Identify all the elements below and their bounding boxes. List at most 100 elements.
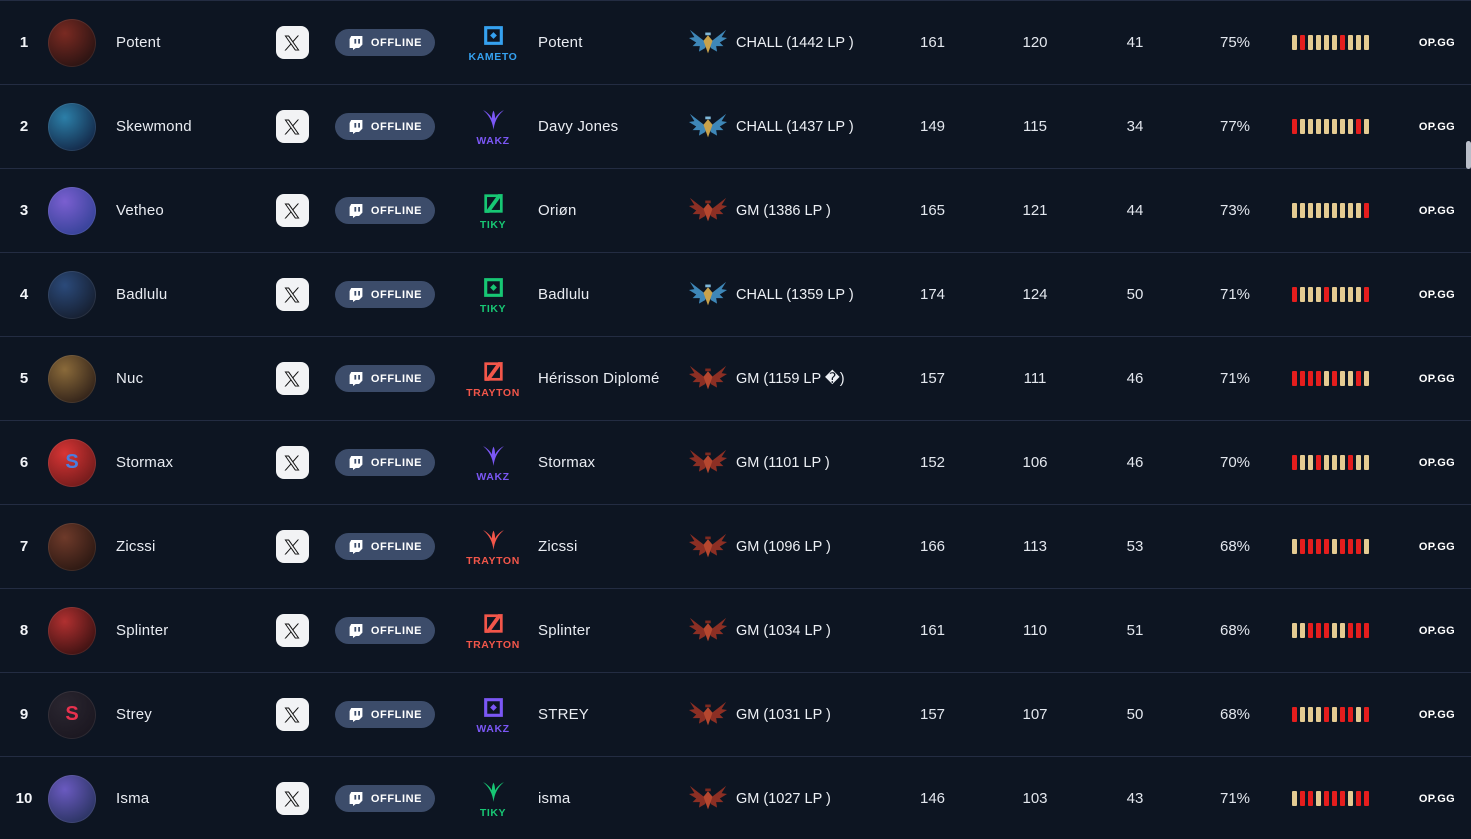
rank-number: 1	[19, 34, 29, 51]
twitch-icon	[349, 623, 363, 638]
x-icon	[284, 455, 300, 470]
team-label: WAKZ	[476, 134, 510, 147]
summoner-name: Hérisson Diplomé	[538, 370, 660, 387]
opgg-link[interactable]: OP.GG	[1418, 36, 1455, 49]
player-name: Skewmond	[116, 118, 192, 135]
twitch-status-badge[interactable]: OFFLINE	[334, 29, 436, 56]
losses-count: 43	[1126, 790, 1144, 807]
win-bar	[1339, 203, 1345, 218]
scrollbar-thumb[interactable]	[1466, 141, 1471, 169]
twitch-status-label: OFFLINE	[370, 288, 423, 301]
opgg-link[interactable]: OP.GG	[1418, 456, 1455, 469]
wins-count: 115	[1023, 118, 1047, 135]
loss-bar	[1347, 539, 1353, 554]
winrate-percent: 71%	[1219, 790, 1251, 807]
x-social-button[interactable]	[275, 782, 309, 815]
rank-number: 6	[19, 454, 29, 471]
twitch-status-badge[interactable]: OFFLINE	[334, 365, 436, 392]
team-label: TRAYTON	[466, 554, 520, 567]
opgg-link[interactable]: OP.GG	[1418, 540, 1455, 553]
x-social-button[interactable]	[275, 362, 309, 395]
games-count: 161	[919, 622, 946, 639]
opgg-link[interactable]: OP.GG	[1418, 372, 1455, 385]
win-bar	[1347, 203, 1353, 218]
win-bar	[1291, 539, 1297, 554]
winrate-percent: 70%	[1219, 454, 1251, 471]
twitch-status-badge[interactable]: OFFLINE	[334, 281, 436, 308]
win-bar	[1331, 287, 1337, 302]
loss-bar	[1291, 371, 1297, 386]
table-row: 10 Isma OFFLINE	[0, 757, 1471, 839]
twitch-icon	[349, 539, 363, 554]
player-name: Zicssi	[116, 538, 156, 555]
x-social-button[interactable]	[275, 110, 309, 143]
twitch-status-badge[interactable]: OFFLINE	[334, 533, 436, 560]
winrate-percent: 73%	[1219, 202, 1251, 219]
twitch-status-badge[interactable]: OFFLINE	[334, 701, 436, 728]
win-bar	[1315, 791, 1321, 806]
opgg-link[interactable]: OP.GG	[1418, 792, 1455, 805]
opgg-link[interactable]: OP.GG	[1418, 120, 1455, 133]
winrate-percent: 68%	[1219, 538, 1251, 555]
win-bar	[1307, 455, 1313, 470]
table-row: 9 S Strey OFFLINE	[0, 673, 1471, 757]
streak-indicator	[1285, 791, 1375, 806]
loss-bar	[1339, 35, 1345, 50]
twitch-status-badge[interactable]: OFFLINE	[334, 617, 436, 644]
team-cell: TIKY	[448, 275, 538, 315]
opgg-link[interactable]: OP.GG	[1418, 624, 1455, 637]
x-icon	[284, 791, 300, 806]
loss-bar	[1315, 455, 1321, 470]
rank-number: 10	[15, 790, 33, 807]
loss-bar	[1291, 707, 1297, 722]
team-label: TRAYTON	[466, 638, 520, 651]
win-bar	[1363, 455, 1369, 470]
summoner-name: Oriøn	[538, 202, 577, 219]
x-social-button[interactable]	[275, 614, 309, 647]
rank-text: CHALL (1442 LP )	[736, 34, 854, 51]
win-bar	[1315, 707, 1321, 722]
loss-bar	[1307, 539, 1313, 554]
win-bar	[1347, 287, 1353, 302]
opgg-link[interactable]: OP.GG	[1418, 708, 1455, 721]
twitch-icon	[349, 371, 363, 386]
win-bar	[1355, 707, 1361, 722]
win-bar	[1291, 791, 1297, 806]
twitch-status-badge[interactable]: OFFLINE	[334, 449, 436, 476]
streak-indicator	[1285, 371, 1375, 386]
win-bar	[1331, 707, 1337, 722]
win-bar	[1355, 455, 1361, 470]
twitch-status-label: OFFLINE	[370, 120, 423, 133]
win-bar	[1299, 707, 1305, 722]
summoner-name: isma	[538, 790, 571, 807]
team-cell: WAKZ	[448, 695, 538, 735]
x-social-button[interactable]	[275, 278, 309, 311]
winrate-percent: 77%	[1219, 118, 1251, 135]
summoner-name: Splinter	[538, 622, 591, 639]
win-bar	[1291, 623, 1297, 638]
opgg-link[interactable]: OP.GG	[1418, 204, 1455, 217]
loss-bar	[1315, 623, 1321, 638]
avatar	[48, 102, 96, 151]
x-social-button[interactable]	[275, 530, 309, 563]
x-social-button[interactable]	[275, 698, 309, 731]
streak-indicator	[1285, 539, 1375, 554]
rank-text: GM (1101 LP )	[736, 454, 830, 471]
avatar-letter: S	[65, 451, 79, 473]
twitch-status-badge[interactable]: OFFLINE	[334, 785, 436, 812]
loss-bar	[1331, 371, 1337, 386]
table-row: 5 Nuc OFFLINE	[0, 337, 1471, 421]
twitch-status-badge[interactable]: OFFLINE	[334, 197, 436, 224]
win-bar	[1331, 623, 1337, 638]
loss-bar	[1323, 287, 1329, 302]
rank-emblem-icon	[688, 701, 728, 726]
twitch-status-badge[interactable]: OFFLINE	[334, 113, 436, 140]
win-bar	[1363, 119, 1369, 134]
x-social-button[interactable]	[275, 446, 309, 479]
twitch-status-label: OFFLINE	[370, 624, 423, 637]
x-social-button[interactable]	[275, 26, 309, 59]
winrate-percent: 71%	[1219, 370, 1251, 387]
win-bar	[1339, 623, 1345, 638]
opgg-link[interactable]: OP.GG	[1418, 288, 1455, 301]
x-social-button[interactable]	[275, 194, 309, 227]
